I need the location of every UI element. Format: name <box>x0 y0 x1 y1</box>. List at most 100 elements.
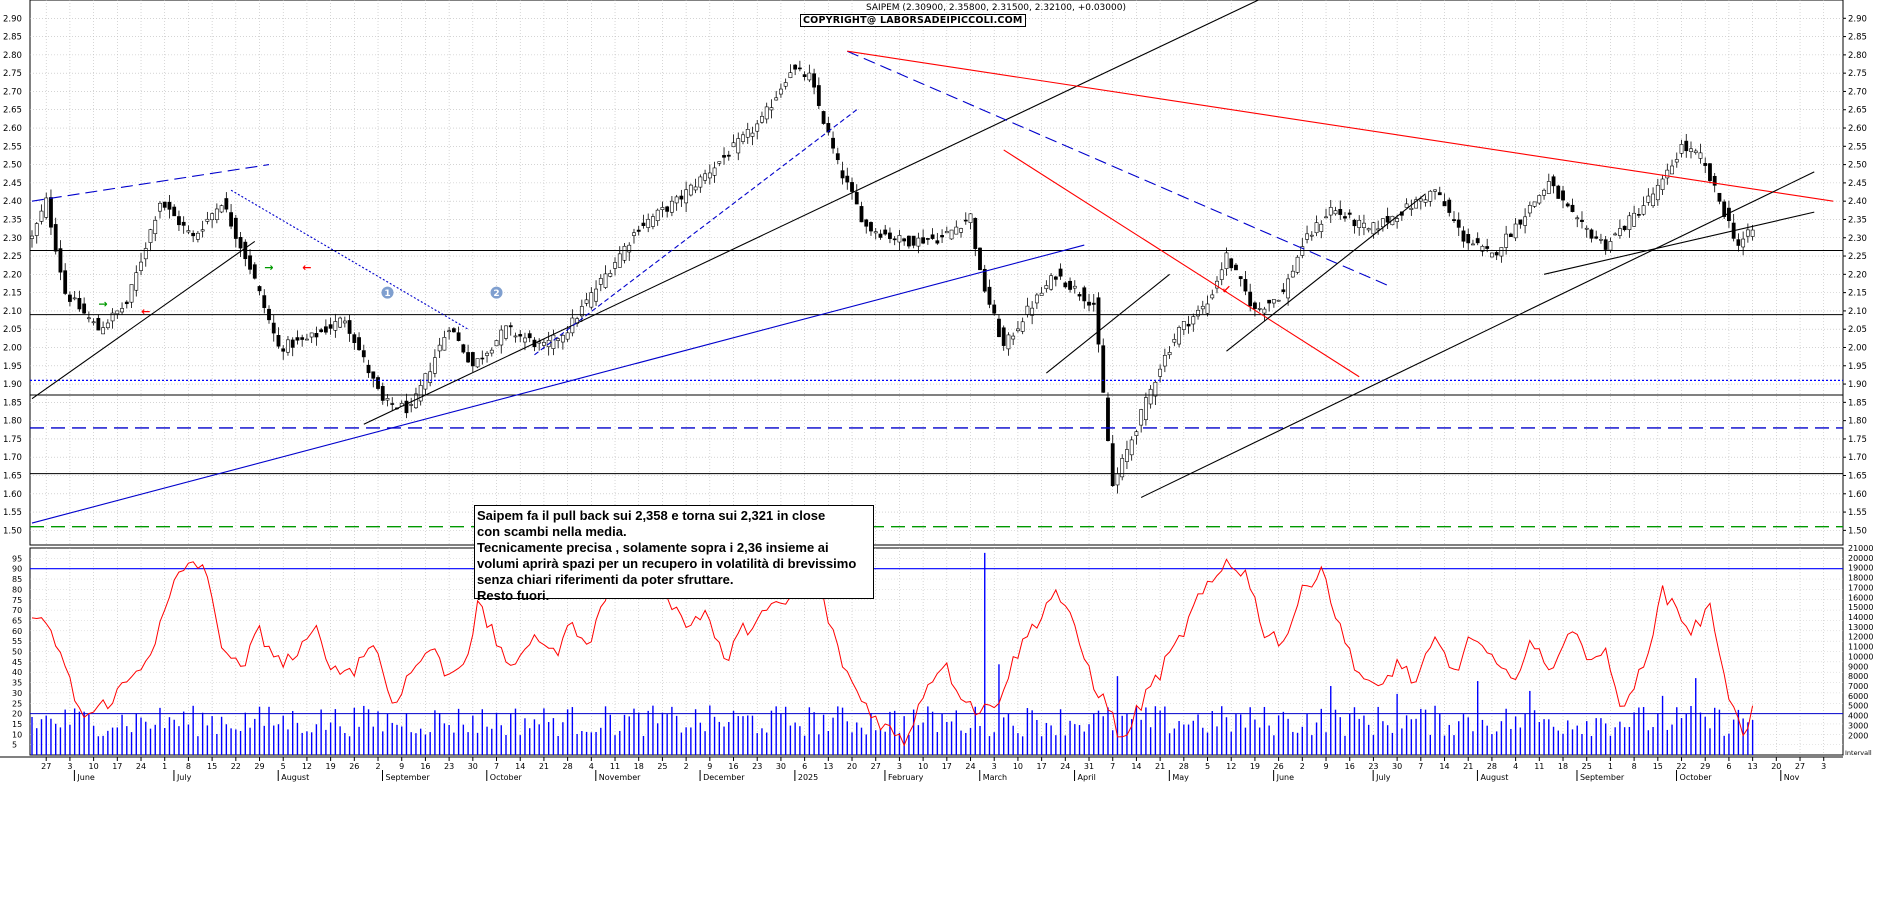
candle-body <box>1618 228 1622 236</box>
candle <box>77 290 82 312</box>
candle <box>1466 228 1471 250</box>
date-tick-label: 15 <box>207 762 217 771</box>
candle <box>34 222 39 244</box>
date-tick-label: 4 <box>1513 762 1518 771</box>
candle-body <box>323 326 328 333</box>
date-tick-label: 21 <box>539 762 549 771</box>
month-label: October <box>1680 773 1713 782</box>
candle-body <box>1001 327 1006 346</box>
candle-body <box>1485 246 1490 249</box>
candle <box>1461 226 1466 248</box>
date-tick-label: 7 <box>1110 762 1115 771</box>
candle <box>850 177 854 200</box>
month-label: September <box>1580 773 1625 782</box>
candle-body <box>489 349 494 354</box>
month-label: February <box>888 773 924 782</box>
candle <box>1200 300 1205 314</box>
osc-tick-label: 20 <box>12 710 22 719</box>
candle <box>309 332 314 344</box>
trendline <box>847 50 1834 202</box>
candle <box>295 330 300 345</box>
candle <box>134 265 139 297</box>
candle <box>878 229 883 240</box>
candle <box>1395 214 1400 229</box>
candle-body <box>68 294 72 302</box>
candle <box>755 119 760 140</box>
candle-body <box>167 201 172 210</box>
candle-body <box>921 237 926 244</box>
candle-body <box>1286 278 1291 299</box>
candle-body <box>1110 443 1115 487</box>
price-tick-label-right: 2.40 <box>1848 197 1867 207</box>
candle-body <box>428 371 433 383</box>
candle-body <box>238 237 243 249</box>
candle <box>1011 332 1016 346</box>
candle <box>1314 215 1319 237</box>
candle <box>305 333 309 341</box>
candle <box>812 68 817 95</box>
volume-tick-label: 14000 <box>1848 613 1873 622</box>
date-tick-label: 27 <box>41 762 51 771</box>
price-tick-label-right: 1.95 <box>1848 362 1867 372</box>
candle <box>205 211 210 225</box>
price-tick-label-right: 2.80 <box>1848 51 1867 61</box>
candle <box>1338 200 1343 220</box>
date-tick-label: 20 <box>1771 762 1781 771</box>
candle <box>214 203 219 224</box>
candle-body <box>1561 190 1565 201</box>
candle-body <box>1039 292 1044 296</box>
candle <box>651 213 655 230</box>
candle-body <box>44 197 49 218</box>
candle-body <box>1120 458 1125 478</box>
candle <box>1689 141 1693 159</box>
candle <box>1229 257 1234 272</box>
month-label: 2025 <box>798 773 818 782</box>
candle-body <box>935 240 940 244</box>
candle-body <box>1442 201 1447 207</box>
date-tick-label: 29 <box>1700 762 1710 771</box>
candle-body <box>1314 222 1319 234</box>
candle-body <box>96 317 101 331</box>
price-tick-label-right: 1.90 <box>1848 380 1867 390</box>
candle-body <box>352 334 357 343</box>
date-tick-label: 10 <box>1013 762 1023 771</box>
date-tick-label: 10 <box>89 762 99 771</box>
candle-body <box>821 111 826 124</box>
candle <box>1144 392 1148 426</box>
candle <box>508 322 513 336</box>
candle <box>376 375 380 391</box>
candle <box>1281 283 1286 295</box>
candle-body <box>1679 144 1684 154</box>
candle <box>456 326 461 342</box>
osc-tick-label: 15 <box>12 720 22 729</box>
date-tick-label: 7 <box>1418 762 1423 771</box>
candle <box>1674 152 1679 168</box>
price-tick-label-left: 2.05 <box>3 325 22 335</box>
candle-body <box>888 232 892 239</box>
candle-body <box>414 393 418 409</box>
candle <box>707 164 712 185</box>
candle-body <box>404 400 409 414</box>
candle-body <box>850 182 854 192</box>
date-tick-label: 22 <box>1676 762 1686 771</box>
candle-body <box>72 297 77 300</box>
candle <box>1271 299 1276 308</box>
candle <box>575 316 580 327</box>
candle-body <box>542 342 546 346</box>
month-label: October <box>490 773 523 782</box>
candle-body <box>1295 256 1300 273</box>
candle <box>328 317 333 335</box>
candle <box>1072 280 1077 294</box>
candle <box>627 242 632 261</box>
candle <box>684 181 689 213</box>
candle <box>1243 270 1248 296</box>
oscillator-line <box>31 558 1754 747</box>
candle <box>1058 263 1063 280</box>
candle <box>1665 163 1670 185</box>
price-tick-label-right: 1.70 <box>1848 453 1867 463</box>
candle-body <box>105 322 110 329</box>
candle <box>1708 162 1712 184</box>
date-tick-label: 5 <box>281 762 286 771</box>
candle-body <box>1096 297 1101 345</box>
